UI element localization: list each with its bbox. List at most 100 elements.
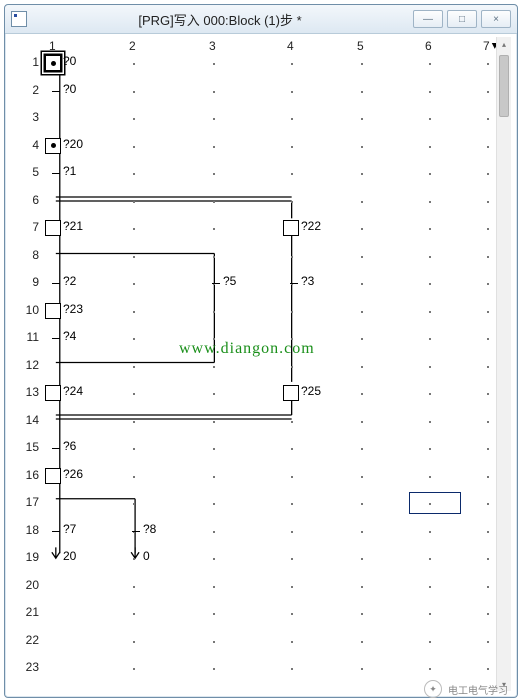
step-label: ?4: [63, 329, 76, 343]
selection-rect[interactable]: [409, 492, 461, 514]
grid-dot: [133, 503, 135, 505]
grid-dot: [133, 421, 135, 423]
grid-dot: [429, 118, 431, 120]
row-label: 7: [11, 220, 39, 234]
grid-dot: [291, 558, 293, 560]
grid-dot: [291, 668, 293, 670]
titlebar[interactable]: [PRG]写入 000:Block (1)步 * — □ ×: [5, 5, 517, 34]
grid-dot: [213, 366, 215, 368]
sfc-step-box[interactable]: [45, 385, 61, 401]
grid-dot: [213, 173, 215, 175]
grid-dot: [487, 228, 489, 230]
grid-dot: [133, 256, 135, 258]
grid-dot: [487, 503, 489, 505]
minimize-button[interactable]: —: [413, 10, 443, 28]
row-label: 12: [11, 358, 39, 372]
grid-dot: [487, 613, 489, 615]
transition-tick[interactable]: [212, 283, 220, 284]
grid-dot: [213, 531, 215, 533]
row-label: 14: [11, 413, 39, 427]
grid-dot: [487, 641, 489, 643]
transition-tick[interactable]: [132, 531, 140, 532]
grid-dot: [133, 173, 135, 175]
row-label: 19: [11, 550, 39, 564]
column-header: 7: [483, 39, 490, 53]
grid-dot: [361, 558, 363, 560]
step-label: ?22: [301, 219, 321, 233]
sfc-step-box[interactable]: [45, 220, 61, 236]
vertical-scrollbar[interactable]: ▴ ▾: [496, 37, 511, 691]
step-label: ?0: [63, 82, 76, 96]
grid-dot: [133, 91, 135, 93]
transition-tick[interactable]: [52, 91, 60, 92]
grid-dot: [429, 448, 431, 450]
grid-dot: [291, 91, 293, 93]
maximize-button[interactable]: □: [447, 10, 477, 28]
grid-dot: [291, 586, 293, 588]
scroll-up-arrow-icon[interactable]: ▴: [497, 37, 511, 51]
row-label: 11: [11, 330, 39, 344]
grid-dot: [291, 256, 293, 258]
grid-dot: [291, 476, 293, 478]
grid-dot: [213, 421, 215, 423]
row-label: 15: [11, 440, 39, 454]
grid-dot: [213, 586, 215, 588]
grid-dot: [487, 366, 489, 368]
row-label: 20: [11, 578, 39, 592]
transition-tick[interactable]: [52, 338, 60, 339]
transition-tick[interactable]: [52, 531, 60, 532]
sfc-step-box[interactable]: [45, 303, 61, 319]
grid-dot: [291, 311, 293, 313]
grid-dot: [133, 201, 135, 203]
row-label: 16: [11, 468, 39, 482]
row-label: 23: [11, 660, 39, 674]
row-label: 3: [11, 110, 39, 124]
grid-dot: [429, 283, 431, 285]
grid-dot: [487, 201, 489, 203]
sfc-step-box[interactable]: [45, 138, 61, 154]
grid-dot: [487, 311, 489, 313]
grid-dot: [213, 448, 215, 450]
grid-dot: [291, 173, 293, 175]
footer-watermark: ✦ 电工电气学习: [424, 680, 508, 698]
grid-dot: [291, 641, 293, 643]
grid-dot: [133, 393, 135, 395]
grid-dot: [213, 641, 215, 643]
grid-dot: [361, 118, 363, 120]
transition-tick[interactable]: [52, 448, 60, 449]
transition-tick[interactable]: [290, 283, 298, 284]
grid-dot: [213, 311, 215, 313]
grid-dot: [133, 366, 135, 368]
grid-dot: [291, 118, 293, 120]
sfc-step-box[interactable]: [283, 385, 299, 401]
transition-tick[interactable]: [52, 283, 60, 284]
grid-dot: [133, 558, 135, 560]
grid-dot: [291, 613, 293, 615]
column-header: 1: [49, 39, 56, 53]
scroll-thumb[interactable]: [499, 55, 509, 117]
sfc-step-box[interactable]: [45, 55, 61, 71]
grid-dot: [429, 641, 431, 643]
column-header: 5: [357, 39, 364, 53]
step-label: ?7: [63, 522, 76, 536]
grid-dot: [361, 586, 363, 588]
step-label: ?6: [63, 439, 76, 453]
grid-dot: [429, 201, 431, 203]
grid-dot: [291, 531, 293, 533]
sfc-step-box[interactable]: [45, 468, 61, 484]
sfc-diagram[interactable]: 1234567123456789101112131415161718192021…: [11, 37, 497, 691]
grid-dot: [429, 558, 431, 560]
watermark-text: www.diangon.com: [179, 340, 315, 358]
sfc-step-box[interactable]: [283, 220, 299, 236]
grid-dot: [429, 668, 431, 670]
grid-dot: [487, 338, 489, 340]
grid-dot: [361, 366, 363, 368]
grid-dot: [133, 311, 135, 313]
grid-dot: [361, 256, 363, 258]
step-label: ?23: [63, 302, 83, 316]
step-label: ?26: [63, 467, 83, 481]
close-button[interactable]: ×: [481, 10, 511, 28]
step-label: ?0: [63, 54, 76, 68]
transition-tick[interactable]: [52, 173, 60, 174]
step-label: ?24: [63, 384, 83, 398]
